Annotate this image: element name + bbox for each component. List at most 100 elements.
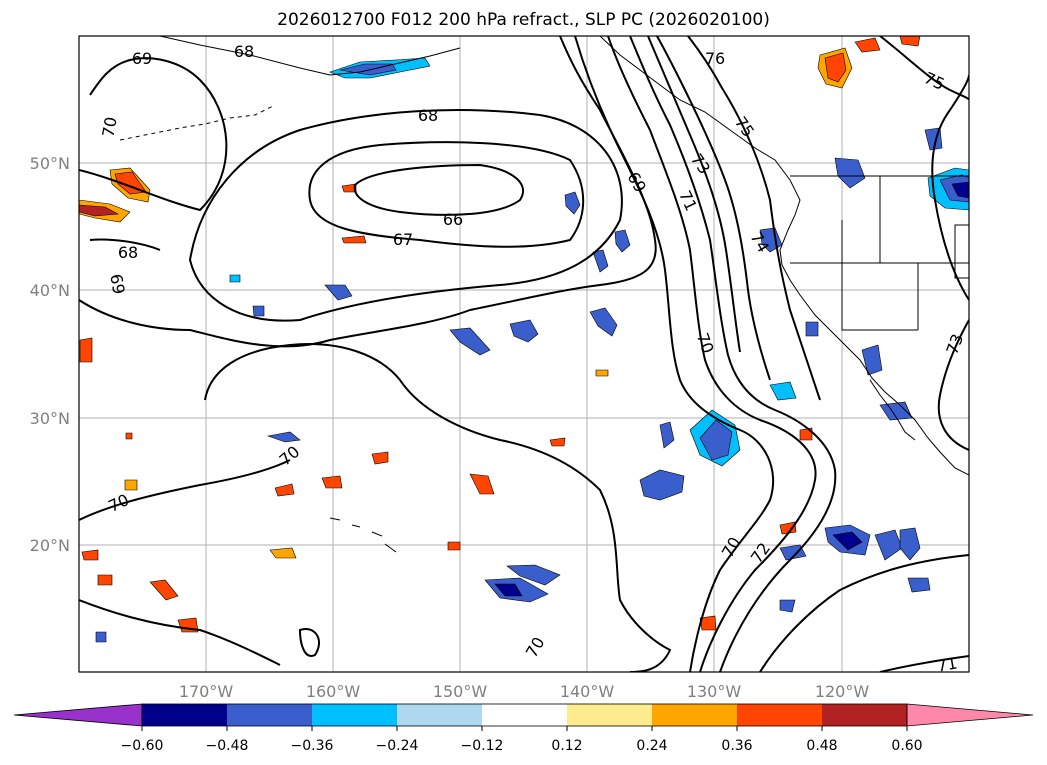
pos-patch bbox=[149, 579, 179, 601]
colorbar-tick-label: −0.48 bbox=[206, 738, 249, 754]
colorbar-segment bbox=[142, 704, 227, 726]
neg-patch bbox=[324, 284, 353, 301]
contour-label: 70 bbox=[98, 115, 120, 138]
coastlines bbox=[119, 36, 969, 553]
lon-labels: 170°W 160°W 150°W 140°W 130°W 120°W bbox=[179, 682, 870, 701]
pos-patch bbox=[341, 235, 367, 244]
contour-label: 67 bbox=[393, 230, 413, 249]
neg-patch bbox=[266, 431, 301, 443]
lat-labels: 50°N 40°N 30°N 20°N bbox=[30, 154, 70, 555]
neg-patch bbox=[509, 319, 539, 343]
state-border bbox=[841, 220, 918, 331]
coastline-alaska bbox=[159, 36, 461, 76]
contour-69 bbox=[79, 57, 228, 212]
contour-73-b bbox=[647, 36, 741, 353]
lat-label-40n: 40°N bbox=[30, 281, 70, 300]
lon-label-140w: 140°W bbox=[560, 682, 615, 701]
contour-75 bbox=[687, 36, 821, 401]
neg-patch bbox=[449, 327, 491, 356]
colorbar-tick-label: −0.36 bbox=[291, 738, 334, 754]
contour-70-loop bbox=[204, 343, 672, 672]
contour-68-west bbox=[89, 238, 161, 251]
neg-patch bbox=[639, 469, 685, 501]
neg-patch bbox=[564, 191, 581, 215]
contour-label: 68 bbox=[234, 42, 254, 61]
colorbar-tick-label: −0.12 bbox=[461, 738, 504, 754]
gridlines bbox=[79, 36, 969, 672]
coastline-baja bbox=[869, 379, 916, 441]
contour-label: 68 bbox=[118, 243, 138, 262]
pos-patch bbox=[79, 204, 120, 217]
colorbar-segment bbox=[482, 704, 567, 726]
pos-patch bbox=[97, 574, 113, 586]
neg-patch bbox=[229, 274, 241, 283]
aleutian-islands bbox=[119, 104, 276, 141]
pos-patch bbox=[899, 36, 921, 47]
contour-70-south bbox=[79, 459, 291, 521]
pos-patch bbox=[81, 549, 99, 561]
contour-low-sw bbox=[79, 599, 281, 666]
neg-patch bbox=[951, 181, 969, 199]
pos-patch bbox=[321, 475, 343, 489]
pos-patch bbox=[274, 483, 295, 497]
neg-patch bbox=[589, 307, 618, 337]
contour-label: 68 bbox=[418, 106, 438, 125]
colorbar-segment bbox=[227, 704, 312, 726]
colorbar-segment bbox=[312, 704, 397, 726]
pos-patch bbox=[779, 521, 797, 535]
contour-72 bbox=[629, 36, 837, 672]
contour-label: 76 bbox=[705, 49, 725, 68]
pos-patch bbox=[469, 473, 495, 495]
colorbar-segment bbox=[737, 704, 822, 726]
lat-label-20n: 20°N bbox=[30, 536, 70, 555]
neg-patch bbox=[614, 229, 631, 253]
pos-patch bbox=[447, 541, 461, 551]
state-border bbox=[954, 224, 969, 279]
pos-patch bbox=[269, 547, 297, 559]
colorbar-tick-label: −0.24 bbox=[376, 738, 419, 754]
pos-patch bbox=[124, 479, 138, 491]
lon-label-120w: 120°W bbox=[815, 682, 870, 701]
map-panel: 69 68 70 68 66 67 68 69 70 69 71 73 74 7… bbox=[79, 36, 969, 675]
contour-71 bbox=[607, 36, 817, 672]
contour-66 bbox=[353, 163, 525, 216]
colorbar-ticks bbox=[141, 726, 908, 731]
map-frame bbox=[78, 35, 970, 673]
colorbar-tick-label: 0.36 bbox=[721, 738, 752, 754]
contour-68-inner bbox=[188, 109, 623, 322]
neg-patch bbox=[659, 421, 675, 449]
pos-patch bbox=[824, 52, 847, 83]
lat-label-30n: 30°N bbox=[30, 409, 70, 428]
colorbar-tick-label: 0.12 bbox=[551, 738, 582, 754]
lon-label-160w: 160°W bbox=[306, 682, 361, 701]
pos-patch bbox=[854, 37, 881, 53]
contour-low-s bbox=[298, 628, 320, 657]
colorbar-frame bbox=[141, 703, 908, 727]
lon-label-130w: 130°W bbox=[687, 682, 742, 701]
neg-patch bbox=[592, 249, 609, 273]
neg-patch bbox=[879, 401, 913, 421]
contour-75-ne bbox=[879, 36, 969, 101]
neg-patch bbox=[769, 381, 797, 401]
neg-patch bbox=[699, 419, 733, 461]
contour-label: 69 bbox=[132, 49, 152, 68]
contour-71-se bbox=[879, 655, 969, 672]
contour-label: 71 bbox=[935, 653, 958, 675]
contour-73 bbox=[759, 554, 969, 672]
hawaii-islands bbox=[329, 517, 397, 553]
colorbar-tick-label: 0.60 bbox=[891, 738, 922, 754]
contour-74 bbox=[656, 36, 771, 381]
neg-patch bbox=[805, 321, 819, 337]
lon-label-150w: 150°W bbox=[433, 682, 488, 701]
contour-label: 66 bbox=[443, 210, 463, 229]
colorbar-tick-label: −0.60 bbox=[121, 738, 164, 754]
colorbar-segment bbox=[822, 704, 907, 726]
lon-label-170w: 170°W bbox=[179, 682, 234, 701]
colorbar-tick-label: 0.24 bbox=[636, 738, 667, 754]
pos-patch bbox=[549, 437, 566, 447]
neg-patch bbox=[252, 305, 265, 317]
pos-patch bbox=[371, 451, 389, 465]
colorbar-segment bbox=[567, 704, 652, 726]
lat-label-50n: 50°N bbox=[30, 154, 70, 173]
